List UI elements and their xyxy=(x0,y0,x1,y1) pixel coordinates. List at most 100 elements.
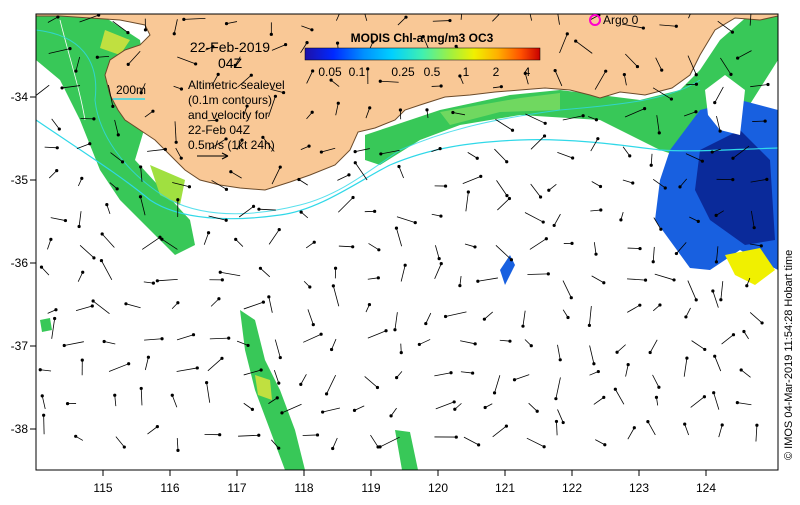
velocity-arrow-head xyxy=(424,322,427,325)
velocity-arrow-head xyxy=(692,5,695,8)
velocity-arrow-head xyxy=(527,4,530,7)
velocity-arrow-head xyxy=(144,28,147,31)
velocity-arrow-head xyxy=(164,148,167,151)
velocity-arrow-head xyxy=(672,278,675,281)
velocity-arrow-head xyxy=(448,19,451,22)
velocity-arrow-head xyxy=(330,348,333,351)
x-tick-label: 117 xyxy=(227,481,246,495)
velocity-arrow-head xyxy=(251,408,254,411)
velocity-arrow-head xyxy=(173,32,176,35)
velocity-arrow-head xyxy=(596,137,599,140)
velocity-arrow-head xyxy=(152,282,155,285)
velocity-arrow-head xyxy=(719,298,722,301)
velocity-arrow-head xyxy=(259,267,262,270)
velocity-arrow-head xyxy=(467,190,470,193)
velocity-arrow-head xyxy=(121,160,124,163)
velocity-arrow-head xyxy=(311,69,314,72)
velocity-arrow-head xyxy=(652,260,655,263)
velocity-arrow-head xyxy=(736,401,739,404)
velocity-arrow-head xyxy=(366,67,369,70)
velocity-arrow-head xyxy=(404,16,407,19)
velocity-arrow-head xyxy=(493,391,496,394)
velocity-arrow-head xyxy=(262,301,265,304)
velocity-arrow-head xyxy=(80,177,83,180)
velocity-arrow-head xyxy=(633,426,636,429)
x-tick-label: 115 xyxy=(93,481,112,495)
velocity-arrow-head xyxy=(536,410,539,413)
velocity-arrow-head xyxy=(234,238,237,241)
velocity-arrow-head xyxy=(276,396,279,399)
velocity-arrow-head xyxy=(473,245,476,248)
velocity-arrow-head xyxy=(476,157,479,160)
velocity-arrow-head xyxy=(508,197,511,200)
velocity-arrow-head xyxy=(56,146,59,149)
velocity-arrow-head xyxy=(74,435,77,438)
velocity-arrow-head xyxy=(539,195,542,198)
velocity-arrow-head xyxy=(599,208,602,211)
velocity-arrow-head xyxy=(458,74,461,77)
velocity-arrow-head xyxy=(64,219,67,222)
velocity-arrow-head xyxy=(56,15,59,18)
velocity-arrow-head xyxy=(505,160,508,163)
colorbar-gradient xyxy=(305,48,540,60)
velocity-arrow-head xyxy=(92,117,95,120)
velocity-arrow-head xyxy=(440,84,443,87)
velocity-arrow-head xyxy=(458,284,461,287)
velocity-arrow-head xyxy=(566,316,569,319)
velocity-arrow-head xyxy=(742,330,745,333)
velocity-arrow-head xyxy=(175,141,178,144)
velocity-arrow-head xyxy=(279,166,282,169)
velocity-arrow-head xyxy=(505,194,508,197)
velocity-arrow-head xyxy=(474,342,477,345)
velocity-arrow-head xyxy=(547,189,550,192)
velocity-arrow-head xyxy=(60,86,63,89)
velocity-arrow-head xyxy=(660,69,663,72)
velocity-arrow-head xyxy=(683,423,686,426)
velocity-arrow-head xyxy=(180,157,183,160)
velocity-arrow-head xyxy=(312,323,315,326)
velocity-arrow-head xyxy=(650,164,653,167)
velocity-arrow-head xyxy=(354,150,357,153)
velocity-arrow-head xyxy=(207,231,210,234)
velocity-arrow-head xyxy=(105,203,108,206)
velocity-arrow-head xyxy=(765,178,768,181)
velocity-arrow-head xyxy=(205,381,208,384)
velocity-arrow-head xyxy=(701,160,704,163)
velocity-arrow-head xyxy=(351,196,354,199)
velocity-arrow-head xyxy=(140,387,143,390)
velocity-arrow-head xyxy=(54,308,57,311)
argo-label: Argo 0 xyxy=(603,13,639,27)
velocity-arrow-head xyxy=(760,321,763,324)
velocity-arrow-head xyxy=(479,175,482,178)
velocity-arrow-head xyxy=(176,301,179,304)
velocity-arrow-head xyxy=(471,371,474,374)
velocity-arrow-head xyxy=(460,9,463,12)
velocity-arrow-head xyxy=(221,278,224,281)
velocity-arrow-head xyxy=(644,278,647,281)
y-tick-label: -35 xyxy=(11,173,29,187)
velocity-arrow-head xyxy=(554,69,557,72)
velocity-arrow-head xyxy=(713,355,716,358)
velocity-arrow-head xyxy=(78,225,81,228)
velocity-arrow-head xyxy=(219,271,222,274)
velocity-arrow-head xyxy=(373,210,376,213)
colorbar-tick-label: 0.1 xyxy=(349,65,366,79)
velocity-arrow-head xyxy=(399,108,402,111)
velocity-arrow-head xyxy=(316,433,319,436)
velocity-arrow-head xyxy=(511,129,514,132)
velocity-arrow-head xyxy=(444,184,447,187)
velocity-arrow-head xyxy=(368,303,371,306)
velocity-arrow-head xyxy=(192,333,195,336)
velocity-arrow-head xyxy=(455,45,458,48)
velocity-arrow-head xyxy=(544,122,547,125)
x-tick-label: 119 xyxy=(361,481,380,495)
date-line2: 04Z xyxy=(218,55,243,71)
velocity-arrow-head xyxy=(176,198,179,201)
velocity-arrow-head xyxy=(393,328,396,331)
velocity-arrow-head xyxy=(508,340,511,343)
velocity-arrow-head xyxy=(139,195,142,198)
velocity-arrow-head xyxy=(196,366,199,369)
velocity-arrow-head xyxy=(217,297,220,300)
velocity-arrow-head xyxy=(695,73,698,76)
